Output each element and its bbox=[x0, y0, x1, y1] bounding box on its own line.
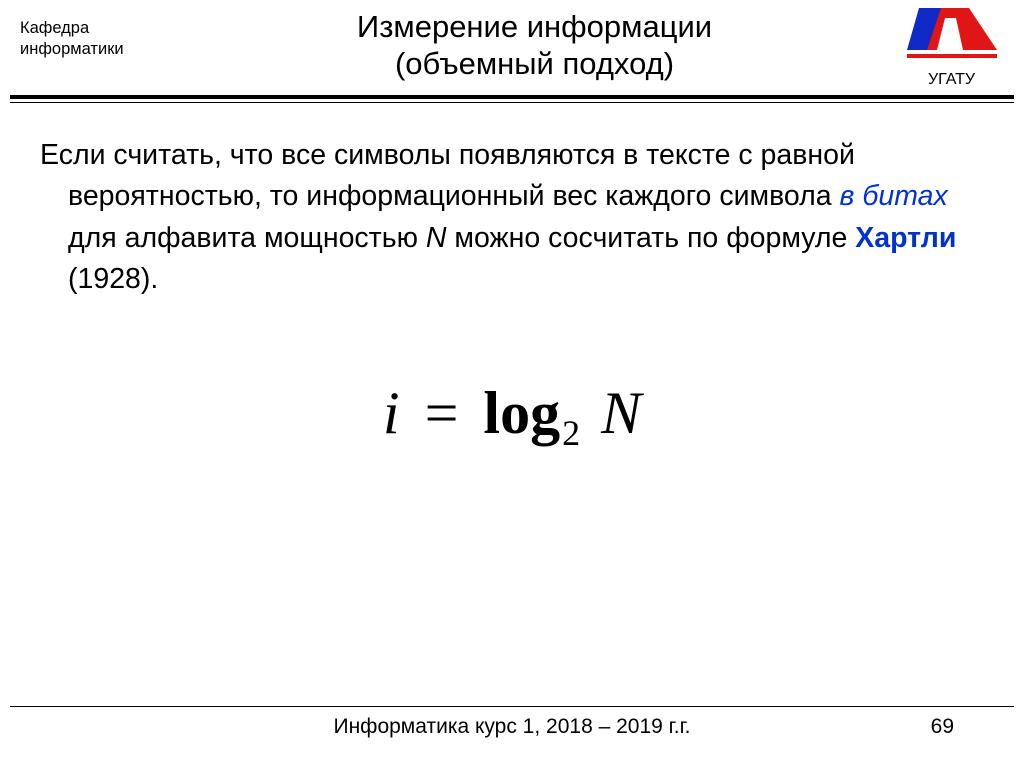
text-part4: (1928). bbox=[68, 263, 158, 295]
body-text: Если считать, что все символы появляются… bbox=[0, 103, 1024, 459]
footer: Информатика курс 1, 2018 – 2019 г.г. 69 bbox=[10, 706, 1014, 739]
formula-eq: = bbox=[415, 380, 469, 446]
logo-block: УГАТУ bbox=[899, 8, 1004, 89]
paragraph: Если считать, что все символы появляются… bbox=[40, 135, 984, 300]
formula-base: 2 bbox=[560, 413, 586, 453]
page-number: 69 bbox=[931, 715, 954, 739]
slide-title: Измерение информации (объемный подход) bbox=[190, 8, 879, 82]
footer-rule bbox=[10, 706, 1014, 707]
text-bits: в битах bbox=[840, 180, 948, 212]
slide: Кафедра информатики Измерение информации… bbox=[0, 0, 1024, 767]
rule-thick bbox=[10, 95, 1014, 99]
ugatu-logo-icon bbox=[907, 8, 997, 64]
dept-line1: Кафедра bbox=[20, 19, 89, 37]
text-part3: можно сосчитать по формуле bbox=[446, 222, 855, 254]
formula-log: log bbox=[483, 380, 560, 446]
formula-i: i bbox=[383, 380, 400, 446]
header: Кафедра информатики Измерение информации… bbox=[0, 0, 1024, 89]
logo-label: УГАТУ bbox=[899, 71, 1004, 89]
text-part2: для алфавита мощностью bbox=[68, 222, 426, 254]
title-line2: (объемный подход) bbox=[190, 45, 879, 82]
header-rules bbox=[10, 95, 1014, 103]
text-part1: Если считать, что все символы появляются… bbox=[40, 139, 855, 212]
dept-line2: информатики bbox=[20, 40, 124, 58]
text-hartley: Хартли bbox=[855, 222, 956, 254]
formula: i = log2 N bbox=[40, 370, 984, 459]
title-line1: Измерение информации bbox=[190, 8, 879, 45]
text-n: N bbox=[426, 222, 447, 254]
department-label: Кафедра информатики bbox=[20, 8, 170, 59]
formula-n: N bbox=[601, 380, 641, 446]
footer-row: Информатика курс 1, 2018 – 2019 г.г. 69 bbox=[10, 715, 1014, 739]
course-label: Информатика курс 1, 2018 – 2019 г.г. bbox=[333, 715, 690, 739]
